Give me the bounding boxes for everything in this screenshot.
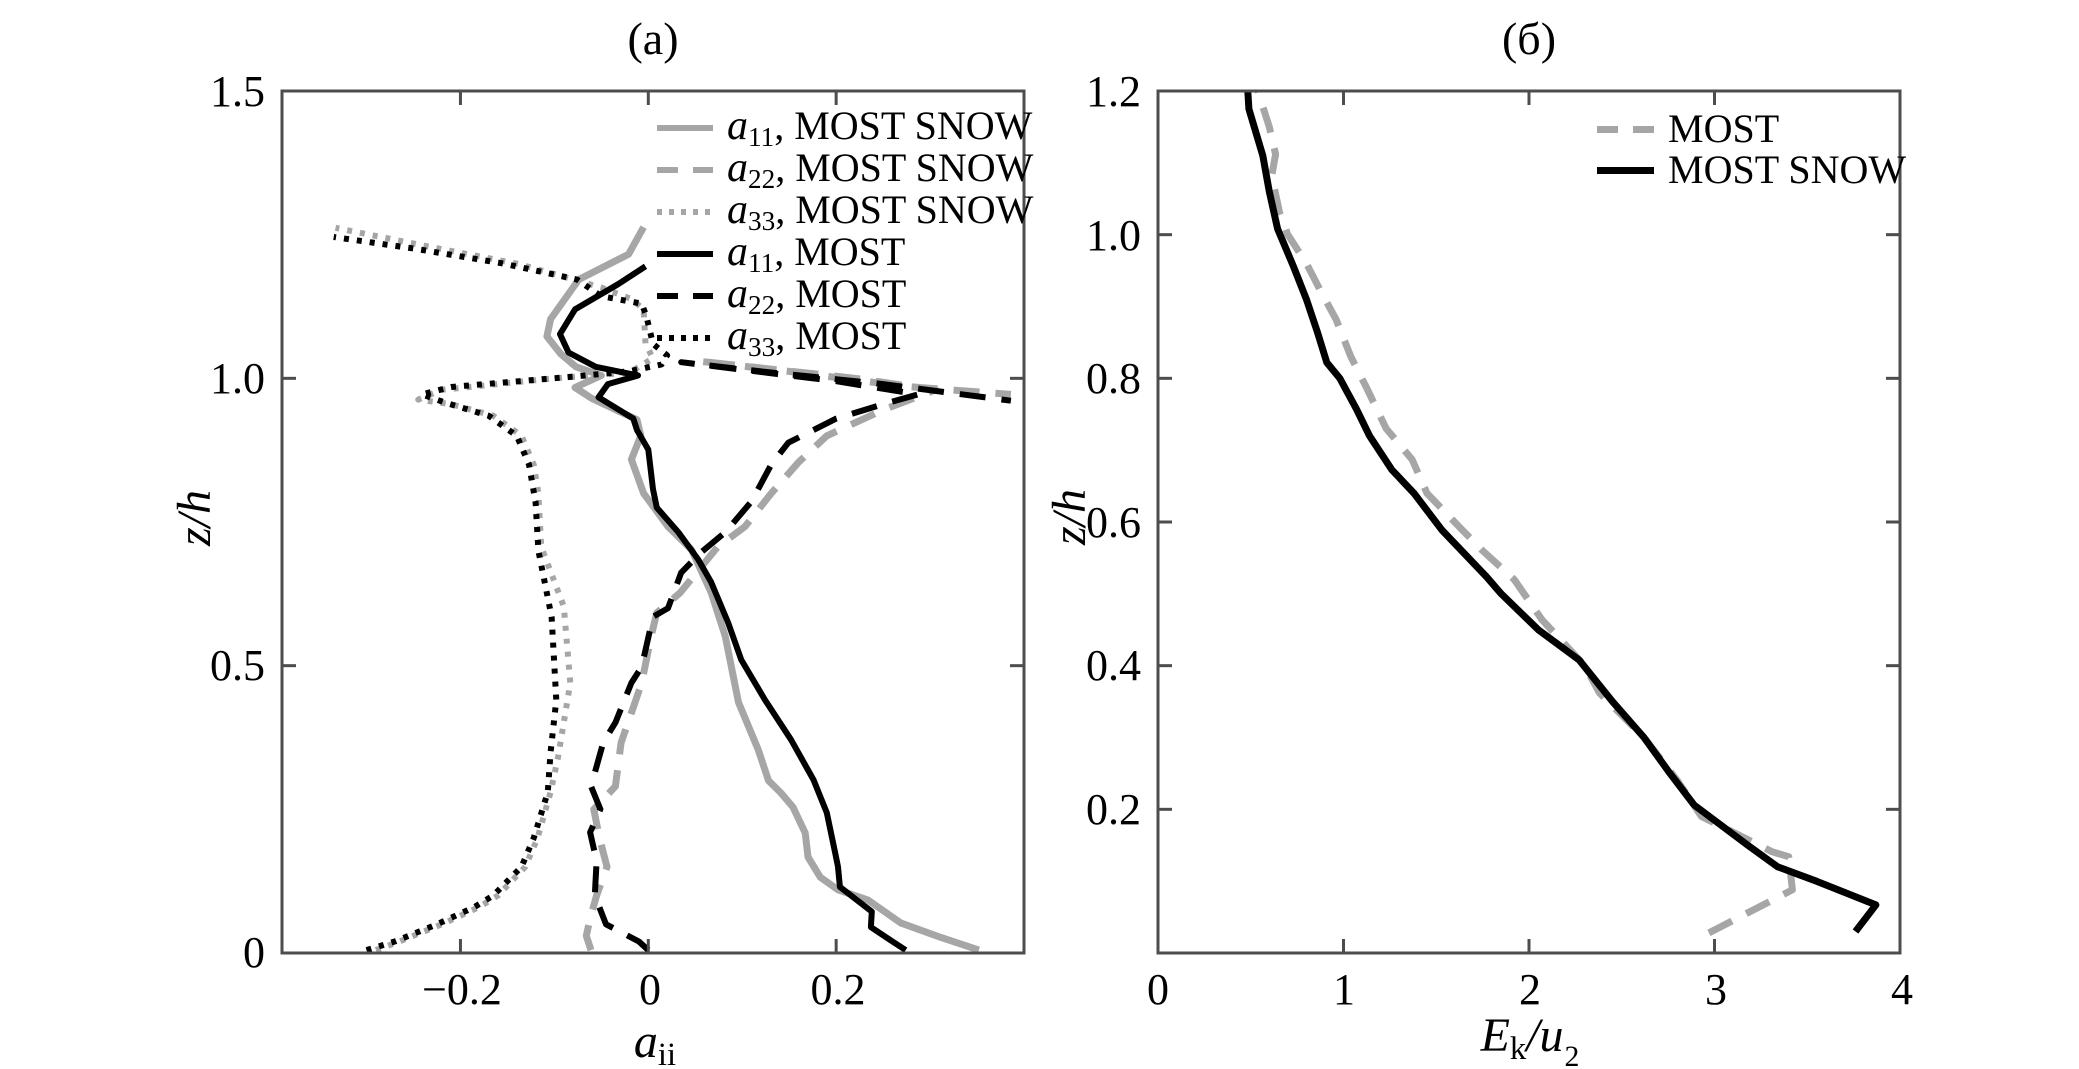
legend-label: a22, MOST SNOW xyxy=(727,147,1033,193)
legend-sample-gray-dotted-line xyxy=(657,209,713,215)
panel-b-ytick-0p4: 0.4 xyxy=(1086,641,1141,690)
panel-a-ytick-1p0: 1.0 xyxy=(210,354,265,403)
panel-b-ytick-0p2: 0.2 xyxy=(1086,784,1141,834)
legend-label: MOST SNOW xyxy=(1668,147,1907,192)
legend-label: a22, MOST xyxy=(727,273,906,319)
panel-b-ylabel: z/h xyxy=(1043,488,1096,546)
panel-b-xtick-0: 0 xyxy=(1147,965,1169,1014)
legend-sample-black-dotted-line xyxy=(657,335,713,341)
legend-sample-black-dashed-line xyxy=(657,293,713,299)
legend-item-a22-most-snow: a22, MOST SNOW xyxy=(657,147,1033,193)
panel-a-ytick-0: 0 xyxy=(243,928,265,977)
legend-var: a xyxy=(727,229,748,275)
legend-sub: 22 xyxy=(748,289,776,320)
legend-item-most: MOST xyxy=(1597,109,1779,149)
legend-sub: 33 xyxy=(748,205,776,236)
panel-b-xtick-1: 1 xyxy=(1333,965,1355,1014)
legend-item-a22-most: a22, MOST xyxy=(657,273,906,319)
legend-sample-gray-solid-line xyxy=(657,125,713,131)
panel-b-xlabel-u: u xyxy=(1539,1009,1564,1062)
panel-a-xlabel: aii xyxy=(634,1018,676,1069)
legend-sub: 22 xyxy=(748,163,776,194)
axes-frame-panel-b xyxy=(1156,89,1902,955)
panel-b-ytick-0p8: 0.8 xyxy=(1086,354,1141,403)
panel-b-xlabel-slash: / xyxy=(1526,1009,1540,1062)
panel-b-xtick-2: 2 xyxy=(1519,965,1541,1014)
panel-b-ytick-1p0: 1.0 xyxy=(1086,210,1141,260)
legend-item-a33-most: a33, MOST xyxy=(657,315,906,361)
legend-sub: 11 xyxy=(748,121,775,152)
legend-item-a11-most: a11, MOST xyxy=(657,231,905,277)
series-panel-a-a33-most-snow xyxy=(334,224,656,953)
legend-label: a33, MOST xyxy=(727,315,906,361)
legend-label: MOST xyxy=(1668,106,1780,151)
legend-rest: , MOST xyxy=(774,229,906,274)
legend-rest: , MOST xyxy=(775,271,907,316)
series-panel-b-most-snow xyxy=(1244,90,1880,934)
panel-a-title: (а) xyxy=(627,13,679,64)
legend-sample-gray-dashed-line xyxy=(657,167,713,173)
legend-var: a xyxy=(727,145,748,191)
legend-sub: 33 xyxy=(748,331,776,362)
legend-sample-gray-dashed-line xyxy=(1597,125,1654,133)
panel-b-xtick-4: 4 xyxy=(1891,965,1913,1014)
series-panel-b-most xyxy=(1254,89,1796,937)
panel-b-ytick-1p2: 1.2 xyxy=(1086,67,1141,116)
panel-a-xlabel-var: a xyxy=(633,1015,658,1068)
panel-b-xlabel-Esub: k xyxy=(1509,1031,1527,1068)
legend-item-a33-most-snow: a33, MOST SNOW xyxy=(657,189,1033,235)
legend-var: a xyxy=(727,187,748,233)
legend-rest: , MOST xyxy=(775,313,907,358)
legend-var: a xyxy=(727,103,748,149)
panel-a-xtick-0p2: 0.2 xyxy=(810,965,866,1014)
series-panel-a-a22-most xyxy=(587,359,1012,953)
panel-b-xlabel-supsub: 2* xyxy=(1564,1039,1580,1069)
axes-frame-panel-a xyxy=(280,89,1026,955)
legend-rest: , MOST SNOW xyxy=(775,145,1034,190)
legend-sub: 11 xyxy=(748,247,775,278)
panel-b-xlabel-sup2: 2 xyxy=(1564,1039,1580,1069)
series-panel-a-a11-most xyxy=(557,263,908,953)
panel-b-ytick-0p6: 0.6 xyxy=(1086,497,1141,547)
legend-label: a11, MOST xyxy=(727,231,905,277)
series-panel-a-a22-most-snow xyxy=(582,357,1012,952)
legend-rest: , MOST SNOW xyxy=(775,187,1034,232)
legend-label: a33, MOST SNOW xyxy=(727,189,1033,235)
panel-a-xtick-m0p2: −0.2 xyxy=(422,965,502,1014)
panel-a-xtick-0: 0 xyxy=(639,965,661,1014)
panel-b-xtick-3: 3 xyxy=(1705,965,1727,1014)
panel-b-xlabel: Ek/u2* xyxy=(1481,1012,1580,1069)
legend-sample-black-solid-line xyxy=(657,251,713,257)
legend-item-most-snow: MOST SNOW xyxy=(1597,150,1906,190)
legend-var: a xyxy=(727,313,748,359)
legend-item-a11-most-snow: a11, MOST SNOW xyxy=(657,105,1032,151)
series-panel-a-a33-most xyxy=(333,234,671,953)
panel-b-ylabel-text: z/h xyxy=(1043,488,1096,546)
panel-a-xlabel-sub: ii xyxy=(657,1037,677,1069)
panel-a-ytick-1p5: 1.5 xyxy=(210,67,265,116)
panel-b-title: (б) xyxy=(1501,13,1557,64)
panel-b-xlabel-E: E xyxy=(1480,1009,1510,1062)
legend-rest: , MOST SNOW xyxy=(774,103,1033,148)
legend-sample-black-solid-line xyxy=(1597,166,1654,174)
panel-a-ytick-0p5: 0.5 xyxy=(210,641,265,690)
legend-var: a xyxy=(727,271,748,317)
legend-label: a11, MOST SNOW xyxy=(727,105,1032,151)
